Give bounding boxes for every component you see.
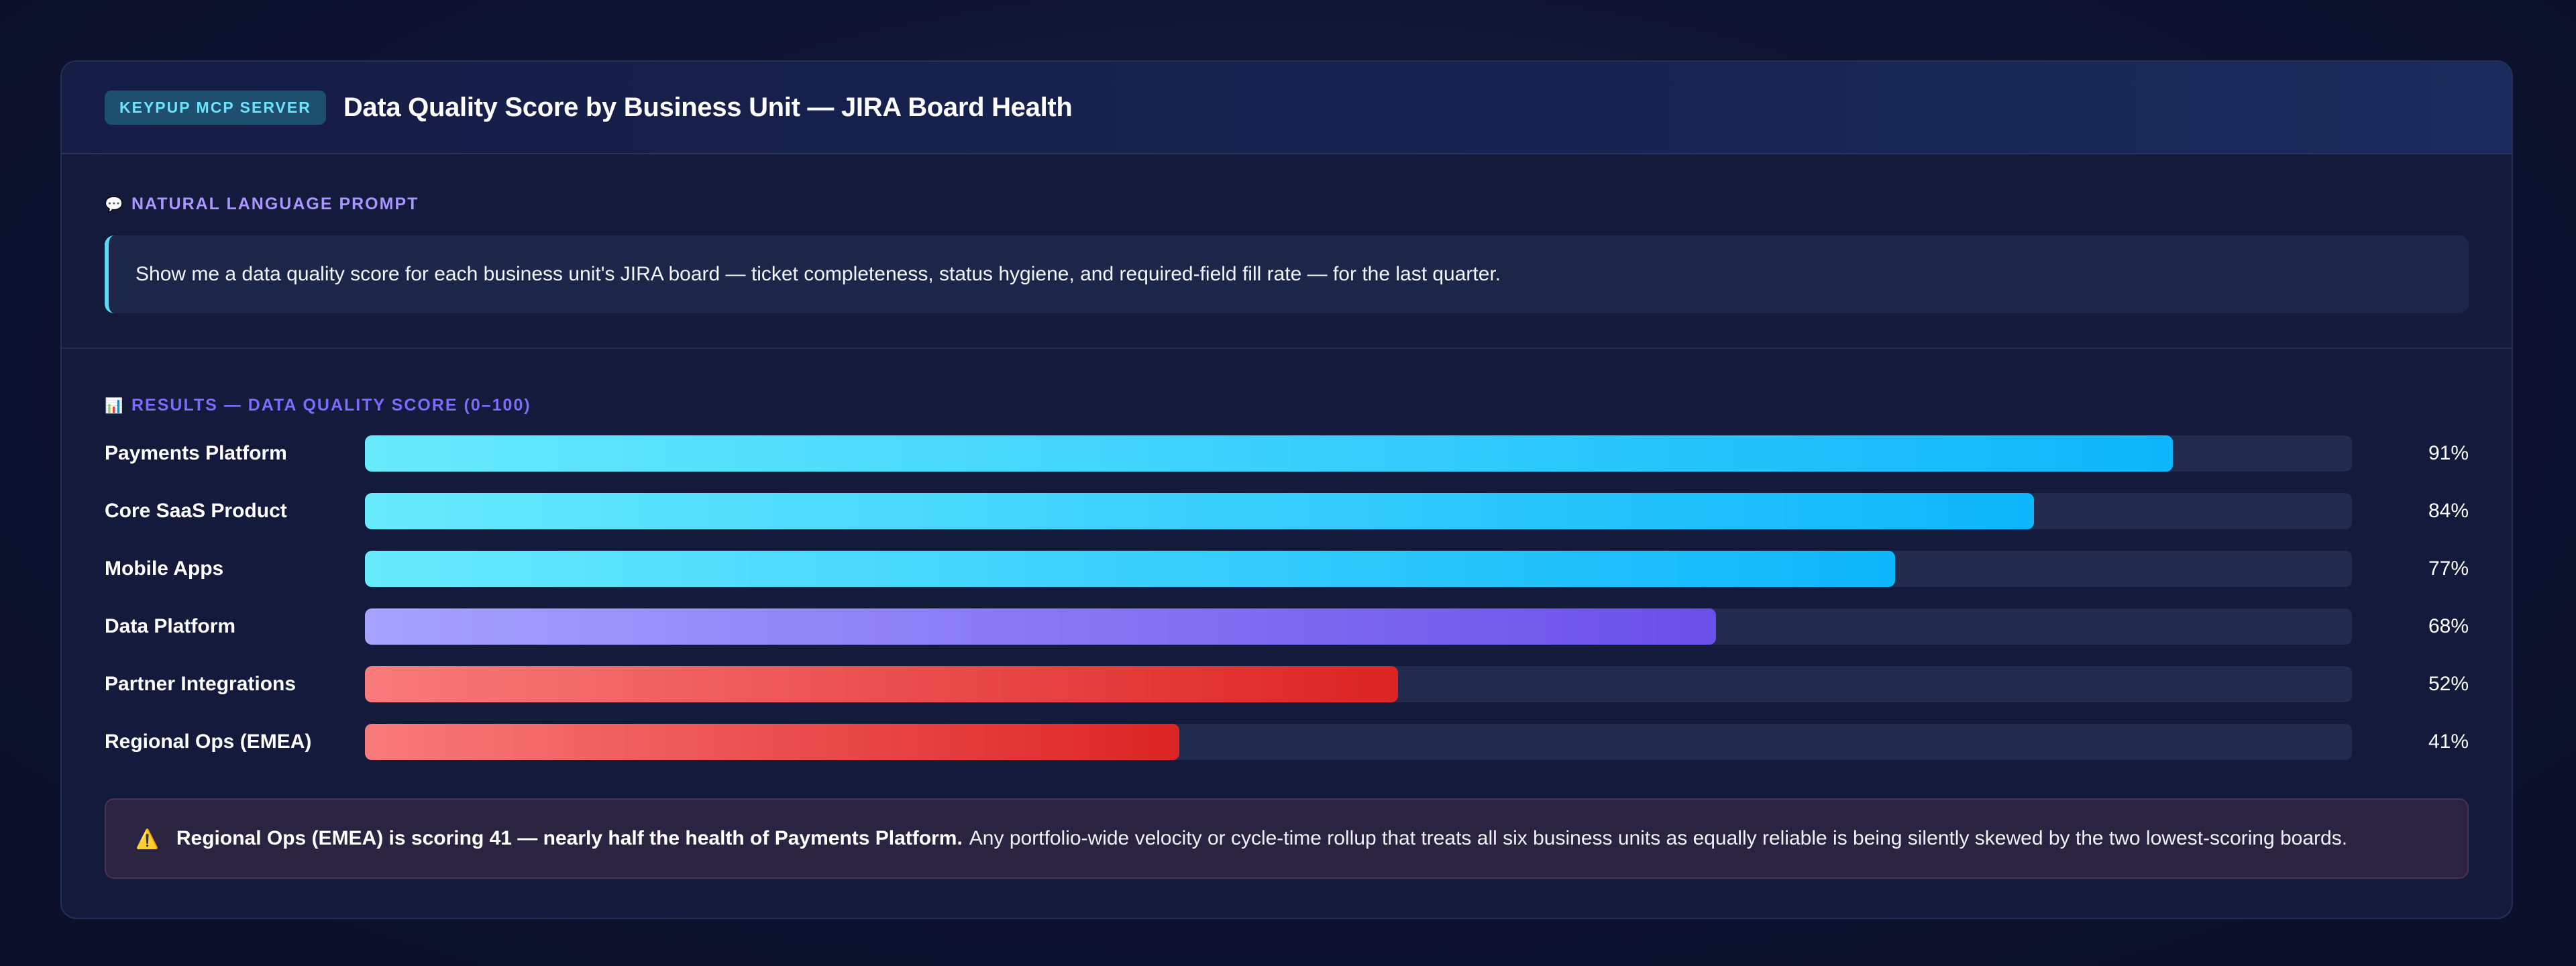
prompt-heading: 💬 NATURAL LANGUAGE PROMPT bbox=[105, 195, 2469, 214]
bar-category-label: Data Platform bbox=[105, 615, 236, 637]
bar-category-label: Partner Integrations bbox=[105, 673, 297, 695]
bar-track bbox=[365, 666, 2352, 702]
page-title: Data Quality Score by Business Unit — JI… bbox=[343, 92, 1073, 122]
bar-track bbox=[365, 551, 2352, 587]
bar-fill bbox=[365, 608, 1717, 645]
bar-value-label: 91% bbox=[2428, 442, 2469, 464]
speech-bubble-icon: 💬 bbox=[105, 195, 125, 213]
bar-chart-icon: 📊 bbox=[105, 396, 125, 414]
bar-category-label: Payments Platform bbox=[105, 442, 287, 464]
bar-value-label: 41% bbox=[2428, 731, 2469, 753]
bar-value-label: 77% bbox=[2428, 557, 2469, 580]
warning-text: Any portfolio-wide velocity or cycle-tim… bbox=[969, 827, 2348, 849]
results-section: 📊 RESULTS — DATA QUALITY SCORE (0–100) P… bbox=[62, 349, 2512, 760]
bar-fill bbox=[365, 493, 2035, 529]
bar-row: Data Platform 68% bbox=[105, 608, 2469, 645]
bar-track bbox=[365, 435, 2352, 472]
bar-row: Mobile Apps 77% bbox=[105, 551, 2469, 587]
bar-category-label: Regional Ops (EMEA) bbox=[105, 731, 312, 753]
warning-bold-text: Regional Ops (EMEA) is scoring 41 — near… bbox=[176, 827, 963, 849]
report-card: KEYPUP MCP SERVER Data Quality Score by … bbox=[60, 60, 2513, 919]
bar-fill bbox=[365, 666, 1399, 702]
bar-row: Partner Integrations 52% bbox=[105, 666, 2469, 702]
source-badge: KEYPUP MCP SERVER bbox=[105, 90, 326, 125]
card-header: KEYPUP MCP SERVER Data Quality Score by … bbox=[62, 62, 2512, 154]
results-heading: 📊 RESULTS — DATA QUALITY SCORE (0–100) bbox=[105, 396, 2469, 415]
bar-value-label: 68% bbox=[2428, 615, 2469, 637]
bar-row: Payments Platform 91% bbox=[105, 435, 2469, 472]
bar-fill bbox=[365, 551, 1895, 587]
prompt-text-box: Show me a data quality score for each bu… bbox=[105, 235, 2469, 313]
prompt-label: NATURAL LANGUAGE PROMPT bbox=[131, 195, 419, 213]
prompt-text: Show me a data quality score for each bu… bbox=[136, 263, 1501, 285]
warning-icon: ⚠️ bbox=[136, 828, 159, 849]
results-label: RESULTS — DATA QUALITY SCORE (0–100) bbox=[131, 396, 531, 415]
bar-value-label: 84% bbox=[2428, 500, 2469, 522]
bar-row: Regional Ops (EMEA) 41% bbox=[105, 724, 2469, 760]
bar-row: Core SaaS Product 84% bbox=[105, 493, 2469, 529]
bar-fill bbox=[365, 724, 1180, 760]
warning-callout: ⚠️ Regional Ops (EMEA) is scoring 41 — n… bbox=[105, 798, 2469, 879]
bar-track bbox=[365, 493, 2352, 529]
prompt-section: 💬 NATURAL LANGUAGE PROMPT Show me a data… bbox=[62, 154, 2512, 349]
bar-value-label: 52% bbox=[2428, 673, 2469, 695]
bar-track bbox=[365, 608, 2352, 645]
bar-category-label: Mobile Apps bbox=[105, 557, 224, 580]
bar-chart: Payments Platform 91% Core SaaS Product 84%… bbox=[105, 435, 2469, 760]
bar-category-label: Core SaaS Product bbox=[105, 500, 287, 522]
bar-track bbox=[365, 724, 2352, 760]
bar-fill bbox=[365, 435, 2174, 472]
